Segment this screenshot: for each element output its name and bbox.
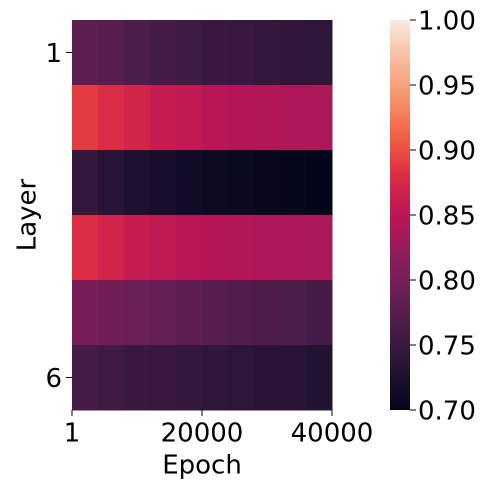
heatmap-cell (279, 150, 307, 216)
colorbar-tick-label: 1.00 (418, 7, 476, 37)
heatmap-cell (305, 215, 333, 281)
x-axis-label: Epoch (162, 451, 242, 481)
heatmap-cell (123, 280, 151, 346)
heatmap-cell (201, 85, 229, 151)
heatmap-cell (72, 280, 99, 346)
colorbar (390, 20, 410, 410)
heatmap-cell (72, 345, 99, 411)
heatmap-cell (253, 215, 281, 281)
heatmap-cell (97, 20, 125, 86)
heatmap-cell (279, 280, 307, 346)
heatmap-cell (175, 85, 203, 151)
heatmap-cell (253, 280, 281, 346)
heatmap-cell (279, 215, 307, 281)
heatmap-cell (253, 85, 281, 151)
heatmap-cell (305, 280, 333, 346)
heatmap-cell (305, 150, 333, 216)
heatmap-cell (175, 280, 203, 346)
heatmap-cell (149, 20, 177, 86)
heatmap-cell (305, 85, 333, 151)
heatmap-cell (201, 345, 229, 411)
heatmap-cell (253, 345, 281, 411)
heatmap-cell (253, 20, 281, 86)
heatmap-cell (149, 215, 177, 281)
heatmap-cell (72, 150, 99, 216)
x-tick-label: 20000 (161, 419, 244, 449)
heatmap-cell (149, 345, 177, 411)
heatmap-cell (227, 345, 255, 411)
heatmap-cell (123, 215, 151, 281)
heatmap-cell (72, 85, 99, 151)
heatmap-cell (149, 280, 177, 346)
heatmap-cell (227, 85, 255, 151)
y-tick-label: 1 (45, 39, 62, 69)
colorbar-tick-label: 0.90 (418, 137, 476, 167)
heatmap-cell (149, 85, 177, 151)
heatmap-cell (175, 150, 203, 216)
x-tick-label: 40000 (291, 419, 374, 449)
heatmap-cell (305, 20, 333, 86)
heatmap-cell (175, 20, 203, 86)
heatmap-cell (175, 345, 203, 411)
heatmap-cell (227, 20, 255, 86)
heatmap-cell (279, 345, 307, 411)
heatmap-cell (123, 85, 151, 151)
heatmap-cell (149, 150, 177, 216)
heatmap-cell (72, 215, 99, 281)
x-tick-label: 1 (64, 419, 81, 449)
heatmap-cell (279, 20, 307, 86)
y-tick-label: 6 (45, 364, 62, 394)
heatmap-cell (97, 85, 125, 151)
colorbar-tick-label: 0.75 (418, 332, 476, 362)
heatmap-cell (97, 345, 125, 411)
heatmap-cell (201, 280, 229, 346)
colorbar-tick-label: 0.85 (418, 202, 476, 232)
y-axis-label: Layer (13, 178, 43, 251)
colorbar-tick-label: 0.80 (418, 267, 476, 297)
heatmap-cell (72, 20, 99, 86)
heatmap-cell (201, 215, 229, 281)
heatmap-cell (123, 20, 151, 86)
heatmap-cell (253, 150, 281, 216)
colorbar-tick-label: 0.95 (418, 72, 476, 102)
heatmap-cell (123, 345, 151, 411)
heatmap-cell (201, 150, 229, 216)
heatmap-cell (97, 215, 125, 281)
heatmap-cell (97, 280, 125, 346)
heatmap-cell (305, 345, 333, 411)
heatmap-cell (123, 150, 151, 216)
heatmap-cell (175, 215, 203, 281)
heatmap-cell (227, 280, 255, 346)
heatmap-cell (227, 215, 255, 281)
heatmap-cell (97, 150, 125, 216)
heatmap-cell (227, 150, 255, 216)
heatmap-cell (201, 20, 229, 86)
heatmap-cell (279, 85, 307, 151)
colorbar-tick-label: 0.70 (418, 397, 476, 427)
